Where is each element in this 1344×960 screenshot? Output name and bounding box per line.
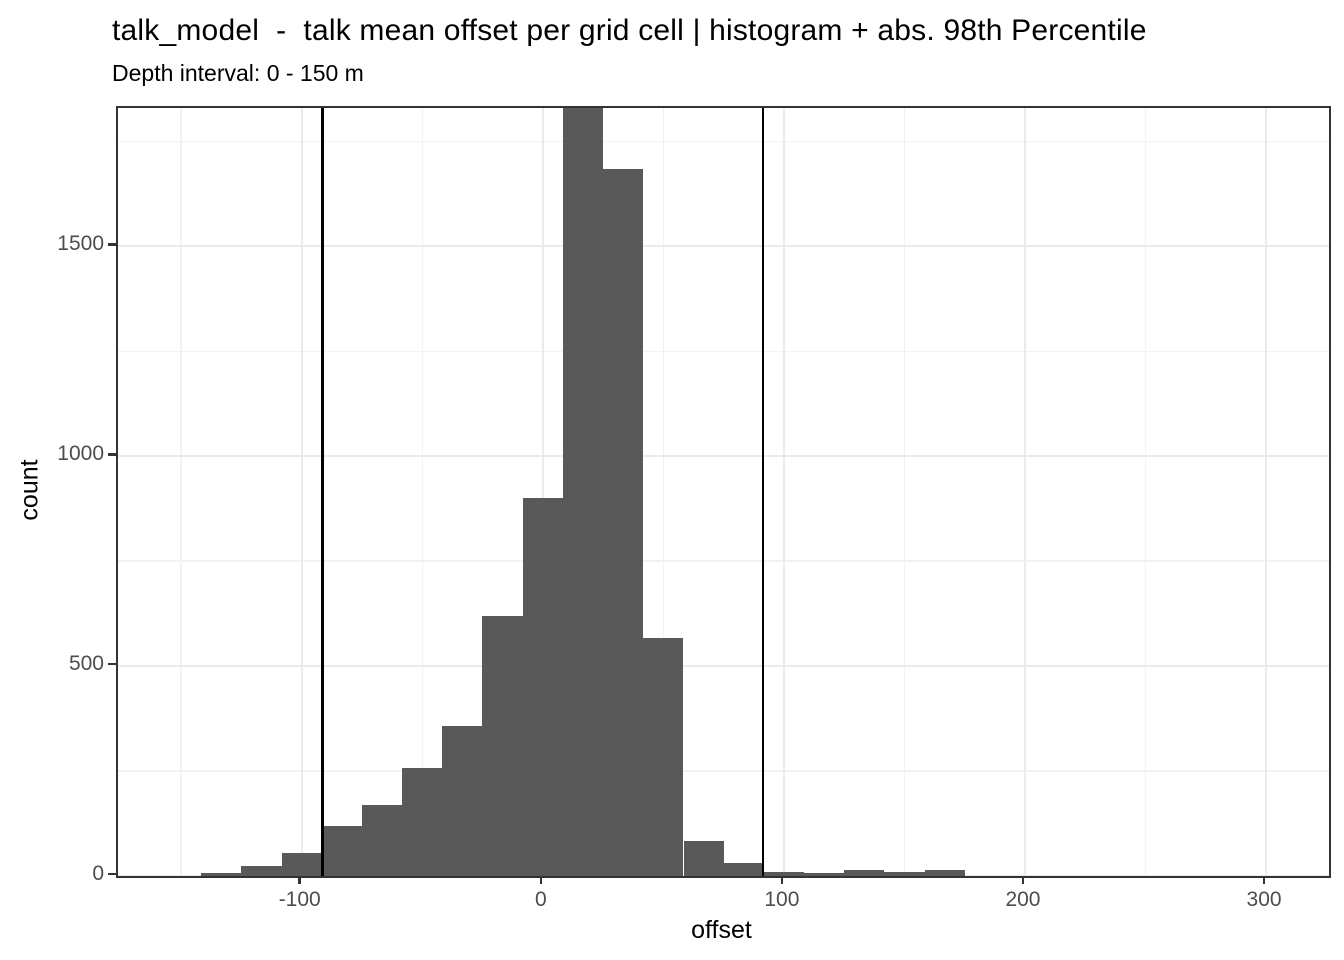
histogram-bar xyxy=(723,863,764,876)
y-axis-tick-label: 500 xyxy=(68,652,104,676)
y-minor-gridline xyxy=(118,770,1329,772)
x-major-gridline xyxy=(1265,108,1268,876)
percentile-vline xyxy=(761,108,765,876)
x-major-gridline xyxy=(782,108,785,876)
histogram-bar xyxy=(804,872,845,876)
y-axis-tick xyxy=(108,872,116,876)
percentile-vline xyxy=(321,108,324,876)
y-axis-tick-label: 1000 xyxy=(57,442,104,466)
histogram-bar xyxy=(281,852,322,876)
histogram-bar xyxy=(763,871,804,876)
histogram-bar xyxy=(602,168,644,876)
x-axis-tick-label: 200 xyxy=(1005,888,1041,911)
x-minor-gridline xyxy=(180,108,182,876)
y-minor-gridline xyxy=(118,350,1329,353)
histogram-bar xyxy=(361,804,403,876)
x-axis-tick xyxy=(1262,876,1266,884)
x-axis-tick xyxy=(780,876,784,884)
y-major-gridline xyxy=(118,245,1329,248)
x-axis-tick xyxy=(539,876,543,884)
x-axis-tick xyxy=(1021,876,1025,884)
y-major-gridline xyxy=(118,455,1329,458)
plot-subtitle: Depth interval: 0 - 150 m xyxy=(112,60,364,86)
y-minor-gridline xyxy=(118,560,1329,562)
histogram-bar xyxy=(643,637,684,876)
x-axis-tick-label: 300 xyxy=(1246,888,1282,911)
y-axis-tick xyxy=(108,243,116,246)
plot-panel xyxy=(116,106,1331,878)
x-minor-gridline xyxy=(1144,108,1147,876)
histogram-bar xyxy=(482,615,523,876)
y-axis-tick-label: 0 xyxy=(92,862,104,885)
x-minor-gridline xyxy=(903,108,906,876)
x-major-gridline xyxy=(300,108,303,876)
histogram-bar xyxy=(402,767,443,876)
x-axis-tick-label: 100 xyxy=(764,888,800,911)
x-major-gridline xyxy=(541,108,544,876)
histogram-bar xyxy=(241,866,282,876)
x-axis-tick xyxy=(298,876,301,884)
plot-title: talk_model - talk mean offset per grid c… xyxy=(112,14,1147,47)
histogram-bar xyxy=(562,108,604,876)
x-axis-tick-label: -100 xyxy=(278,888,321,911)
y-major-gridline xyxy=(118,665,1329,668)
x-minor-gridline xyxy=(662,108,665,876)
histogram-bar xyxy=(683,841,724,876)
x-major-gridline xyxy=(1023,108,1026,876)
y-axis-title: count xyxy=(15,459,44,521)
y-axis-tick-label: 1500 xyxy=(57,232,104,256)
histogram-bar xyxy=(924,869,965,876)
x-axis-title: offset xyxy=(691,916,752,944)
histogram-bar xyxy=(321,825,363,876)
y-axis-tick xyxy=(108,453,116,456)
histogram-bar xyxy=(522,498,563,876)
y-axis-tick xyxy=(108,662,116,666)
histogram-bar xyxy=(844,870,885,876)
x-axis-tick-label: 0 xyxy=(534,888,547,911)
histogram-bar xyxy=(884,871,925,876)
histogram-bar xyxy=(442,726,483,876)
histogram-bar xyxy=(201,872,242,876)
y-minor-gridline xyxy=(118,140,1329,143)
x-minor-gridline xyxy=(421,108,423,876)
